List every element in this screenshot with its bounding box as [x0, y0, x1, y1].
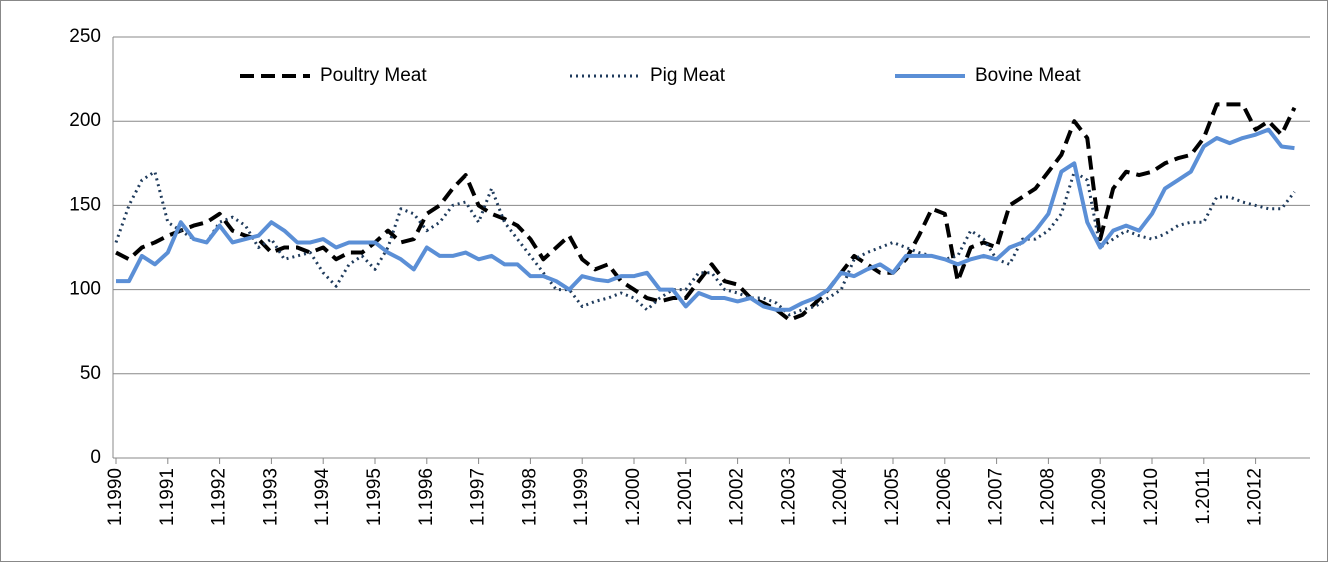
x-tick-label: 1.2001 — [675, 468, 696, 526]
series-line — [116, 127, 1295, 312]
legend-label: Poultry Meat — [320, 65, 427, 86]
x-tick-label: 1.1996 — [416, 468, 437, 526]
x-tick-label: 1.1990 — [105, 468, 126, 526]
x-tick-label: 1.1991 — [157, 468, 178, 526]
x-tick-label: 1.1992 — [209, 468, 230, 526]
legend-label: Pig Meat — [650, 65, 726, 86]
series-line — [115, 102, 1297, 322]
x-tick-label: 1.1997 — [468, 468, 489, 526]
x-tick-label: 1.2002 — [727, 468, 748, 526]
y-tick-label: 50 — [80, 363, 101, 384]
x-tick-label: 1.1994 — [312, 468, 333, 527]
y-tick-label: 200 — [69, 110, 101, 131]
x-tick-label: 1.2012 — [1245, 468, 1266, 526]
x-tick-label: 1.2004 — [830, 468, 851, 527]
x-tick-label: 1.1995 — [364, 468, 385, 526]
y-tick-label: 0 — [90, 447, 101, 468]
y-tick-label: 150 — [69, 194, 101, 215]
x-tick-label: 1.1993 — [260, 468, 281, 526]
x-tick-label: 1.1998 — [519, 468, 540, 526]
y-tick-label: 250 — [69, 26, 101, 47]
x-tick-label: 1.2011 — [1193, 468, 1214, 525]
x-tick-label: 1.2007 — [986, 468, 1007, 526]
x-tick-label: 1.2003 — [778, 468, 799, 526]
y-tick-label: 100 — [69, 279, 101, 300]
x-tick-label: 1.2008 — [1037, 468, 1058, 526]
x-tick-label: 1.2000 — [623, 468, 644, 526]
x-tick-label: 1.1999 — [571, 468, 592, 526]
x-tick-label: 1.2006 — [934, 468, 955, 526]
x-tick-label: 1.2005 — [882, 468, 903, 526]
x-tick-label: 1.2010 — [1141, 468, 1162, 526]
x-tick-label: 1.2009 — [1089, 468, 1110, 526]
legend-label: Bovine Meat — [975, 65, 1081, 86]
